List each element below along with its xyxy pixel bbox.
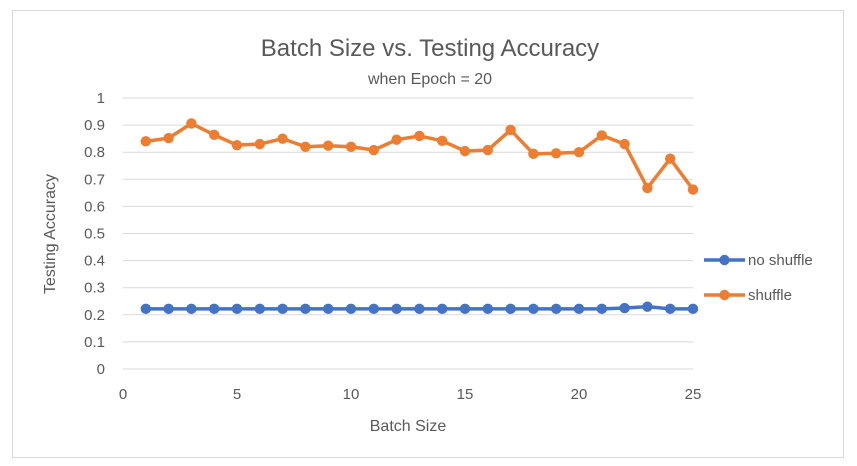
data-point xyxy=(277,133,288,144)
data-point xyxy=(140,136,151,147)
legend-item: shuffle xyxy=(704,287,792,304)
legend-label: shuffle xyxy=(748,287,792,304)
y-tick-label: 0.9 xyxy=(84,117,105,134)
data-point xyxy=(414,130,425,142)
data-point xyxy=(505,303,516,315)
x-tick-label: 5 xyxy=(233,386,241,403)
data-point xyxy=(596,130,607,141)
data-point xyxy=(619,138,630,150)
data-point xyxy=(300,303,311,315)
data-point xyxy=(140,303,151,315)
legend-swatch-marker xyxy=(719,289,730,301)
data-point xyxy=(368,144,379,156)
data-point xyxy=(482,303,493,315)
y-axis-label: Testing Accuracy xyxy=(42,174,59,294)
data-point xyxy=(254,303,265,315)
series-layer xyxy=(140,118,699,315)
series-shuffle xyxy=(140,118,699,195)
y-tick-label: 0 xyxy=(97,361,105,378)
data-point xyxy=(254,138,265,150)
data-point xyxy=(551,148,562,159)
data-point xyxy=(528,148,539,160)
data-point xyxy=(437,303,448,315)
data-point xyxy=(163,132,174,144)
y-tick-label: 0.3 xyxy=(84,280,105,297)
data-point xyxy=(687,303,699,315)
data-point xyxy=(665,303,676,315)
data-point xyxy=(209,129,220,141)
legend-swatch-marker xyxy=(719,254,730,266)
x-axis-label: Batch Size xyxy=(370,418,447,435)
data-point xyxy=(596,303,607,315)
data-point xyxy=(277,303,288,315)
data-point xyxy=(642,301,653,312)
data-point xyxy=(665,153,676,164)
chart-title: Batch Size vs. Testing Accuracy xyxy=(261,35,599,62)
data-point xyxy=(391,134,402,145)
data-point xyxy=(573,303,585,315)
data-point xyxy=(482,144,493,156)
data-point xyxy=(323,303,334,315)
data-point xyxy=(459,145,471,157)
data-point xyxy=(231,139,243,151)
legend: no shuffle shuffle xyxy=(704,252,813,304)
y-tick-labels: 0 0.1 0.2 0.3 0.4 0.5 0.6 0.7 0.8 0.9 1 xyxy=(84,90,105,378)
data-point xyxy=(642,182,653,194)
legend-item: no shuffle xyxy=(704,252,813,269)
data-point xyxy=(368,303,379,315)
y-tick-label: 0.4 xyxy=(84,253,105,270)
data-point xyxy=(323,140,334,151)
data-point xyxy=(391,303,402,315)
y-tick-label: 0.5 xyxy=(84,226,105,243)
x-tick-label: 15 xyxy=(457,386,474,403)
data-point xyxy=(414,303,425,315)
y-tick-label: 0.7 xyxy=(84,171,105,188)
data-point xyxy=(300,141,311,152)
gridlines xyxy=(123,97,693,370)
y-tick-label: 0.6 xyxy=(84,198,105,215)
data-point xyxy=(505,124,516,136)
data-point xyxy=(186,303,197,315)
data-point xyxy=(209,303,220,315)
y-tick-label: 0.1 xyxy=(84,334,105,351)
x-tick-label: 25 xyxy=(685,386,702,403)
data-point xyxy=(528,303,539,315)
chart-subtitle: when Epoch = 20 xyxy=(367,71,492,88)
data-point xyxy=(551,303,562,315)
x-tick-label: 0 xyxy=(119,386,127,403)
data-point xyxy=(459,303,471,315)
data-point xyxy=(345,303,357,315)
data-point xyxy=(437,135,448,147)
data-point xyxy=(163,303,174,315)
y-tick-label: 0.2 xyxy=(84,307,105,324)
x-tick-labels: 0 5 10 15 20 25 xyxy=(119,386,702,403)
data-point xyxy=(231,303,243,315)
x-tick-label: 10 xyxy=(343,386,360,403)
data-point xyxy=(619,302,630,314)
data-point xyxy=(186,118,197,129)
series-no-shuffle xyxy=(140,301,699,315)
data-point xyxy=(687,184,699,195)
data-point xyxy=(345,141,357,152)
legend-label: no shuffle xyxy=(748,252,813,269)
y-tick-label: 1 xyxy=(97,90,105,107)
x-tick-label: 20 xyxy=(571,386,588,403)
y-tick-label: 0.8 xyxy=(84,144,105,161)
data-point xyxy=(573,147,585,158)
